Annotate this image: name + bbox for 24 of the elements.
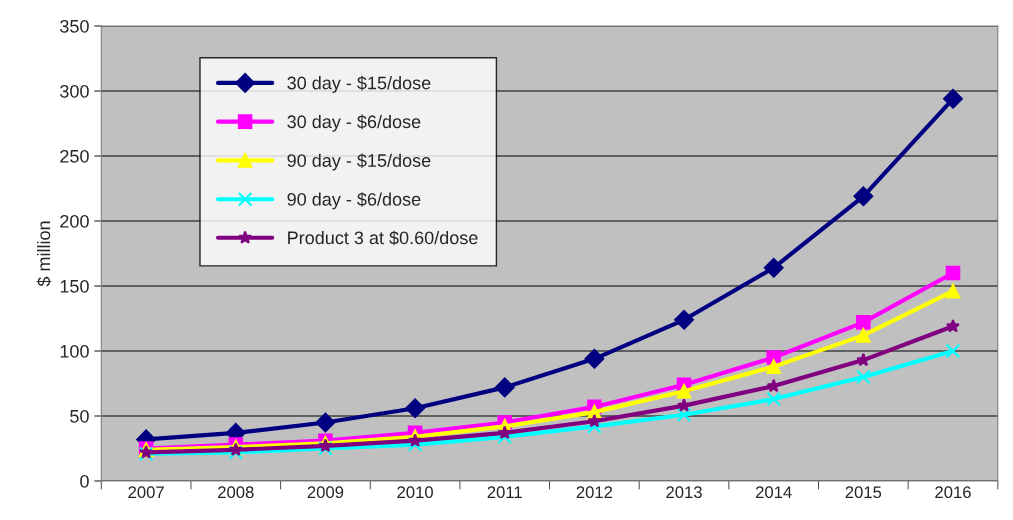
y-tick-label: 350: [60, 19, 89, 33]
y-tick-label: 150: [60, 279, 89, 293]
x-tick-label: 2016: [935, 486, 971, 499]
legend-label: 30 day - $15/dose: [287, 75, 431, 93]
y-tick-label: 250: [60, 149, 89, 163]
legend-label: Product 3 at $0.60/dose: [288, 230, 478, 246]
y-tick-label: 300: [60, 84, 89, 98]
x-tick-label: 2014: [755, 486, 792, 499]
x-tick-label: 2013: [666, 486, 702, 499]
x-tick-label: 2007: [128, 486, 164, 499]
y-tick-label: 200: [60, 214, 89, 228]
legend-label: 90 day - $6/dose: [287, 192, 421, 210]
x-tick-label: 2008: [218, 486, 254, 499]
y-tick-label: 50: [70, 409, 89, 423]
y-tick-label: 0: [80, 474, 89, 488]
y-axis-title: $ million: [36, 221, 52, 287]
x-tick-label: 2015: [845, 486, 882, 499]
legend-label: 90 day - $15/dose: [287, 153, 431, 171]
x-tick-label: 2009: [307, 486, 344, 499]
x-tick-label: 2012: [576, 486, 613, 499]
x-tick-label: 2011: [487, 486, 522, 499]
x-tick-label: 2010: [397, 486, 433, 499]
legend-label: 30 day - $6/dose: [287, 114, 421, 132]
y-tick-label: 100: [60, 344, 89, 358]
